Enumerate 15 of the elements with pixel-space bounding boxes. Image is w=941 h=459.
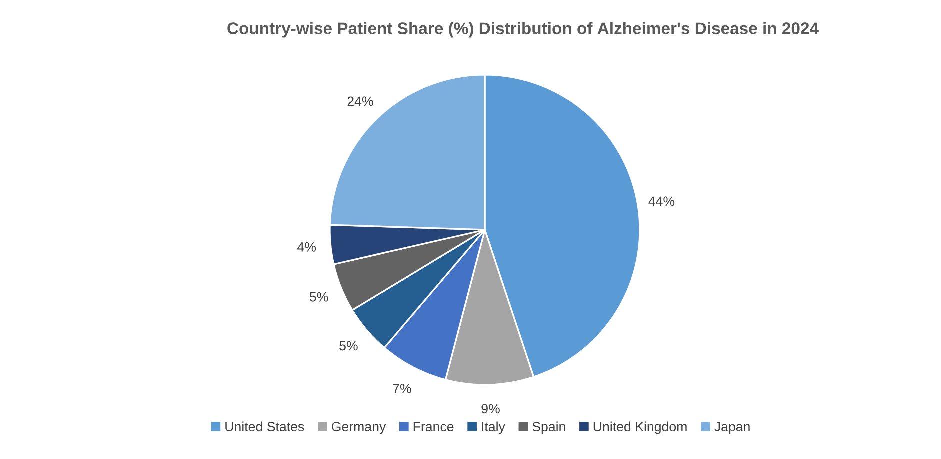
data-label: 5% xyxy=(310,292,328,302)
data-label: 24% xyxy=(348,96,374,106)
legend-label: Italy xyxy=(482,422,506,434)
data-label: 4% xyxy=(298,242,316,252)
chart-title: Country-wise Patient Share (%) Distribution of Alzheimer's Disease in 2024 xyxy=(228,22,819,38)
legend-label: Spain xyxy=(532,422,566,434)
legend-label: Japan xyxy=(714,422,750,434)
legend-label: France xyxy=(414,422,454,432)
data-label: 5% xyxy=(340,341,358,351)
legend-label: United Kingdom xyxy=(594,422,687,434)
legend-label: Germany xyxy=(332,422,386,434)
data-label: 44% xyxy=(648,196,675,206)
data-label: 7% xyxy=(393,384,412,394)
legend-label: United States xyxy=(226,422,304,432)
data-label: 9% xyxy=(482,404,500,414)
